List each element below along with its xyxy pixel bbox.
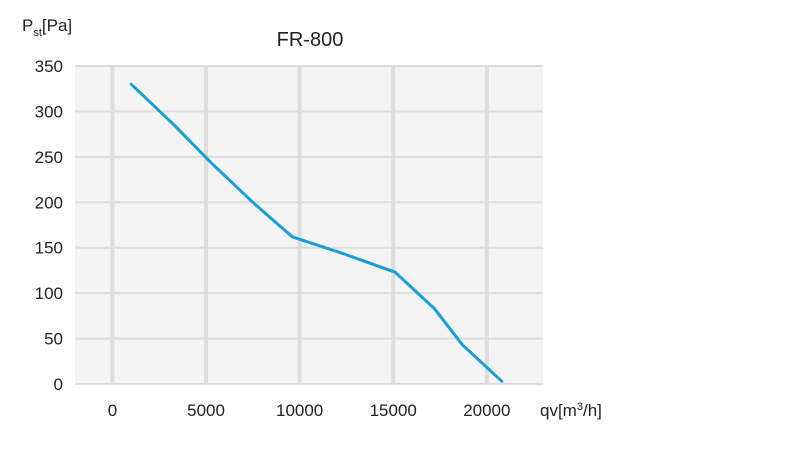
x-tick-label: 0 [108,401,117,420]
y-tick-label: 50 [44,330,63,349]
plot-area [75,66,543,384]
x-tick-label: 15000 [370,401,417,420]
series-line [129,82,504,383]
y-tick-labels: 0 50 100 150 200 250 300 350 [35,57,63,394]
x-axis-label-sup: 3 [577,401,583,413]
y-axis-label-sub: st [33,27,42,39]
x-axis-label: qv[m3/h] [540,401,602,420]
y-tick-label: 350 [35,57,63,76]
y-axis-label: Pst[Pa] [22,16,72,39]
y-axis-label-main: P [22,16,33,35]
grid-lines [75,65,543,385]
chart-title: FR-800 [277,29,344,51]
y-tick-label: 100 [35,284,63,303]
x-tick-labels: 0 5000 10000 15000 20000 [108,401,511,420]
y-axis-label-unit: [Pa] [42,16,72,35]
y-tick-label: 250 [35,148,63,167]
y-tick-label: 150 [35,239,63,258]
x-axis-label-suffix: /h] [583,401,602,420]
y-tick-label: 200 [35,193,63,212]
series-group [129,82,504,383]
x-tick-label: 20000 [463,401,510,420]
y-tick-label: 300 [35,102,63,121]
x-tick-label: 10000 [276,401,323,420]
y-tick-label: 0 [54,375,63,394]
x-tick-label: 5000 [187,401,225,420]
x-axis-label-prefix: qv[m [540,401,577,420]
